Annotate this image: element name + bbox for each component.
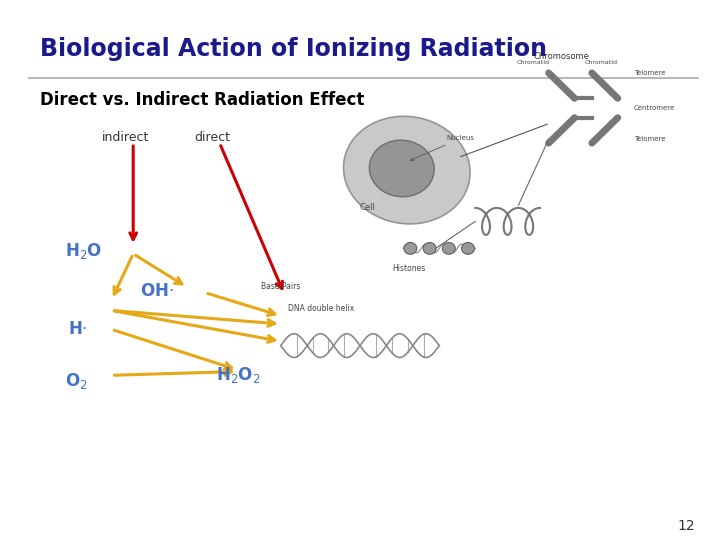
Text: OH$\cdot$: OH$\cdot$	[140, 281, 174, 300]
Text: 12: 12	[678, 519, 695, 534]
Text: Biological Action of Ionizing Radiation: Biological Action of Ionizing Radiation	[40, 37, 546, 60]
Text: Telomere: Telomere	[634, 136, 665, 143]
Text: H$\cdot$: H$\cdot$	[68, 320, 88, 339]
Ellipse shape	[404, 242, 417, 254]
Text: Direct vs. Indirect Radiation Effect: Direct vs. Indirect Radiation Effect	[40, 91, 364, 109]
Ellipse shape	[442, 242, 455, 254]
Text: Base Pairs: Base Pairs	[261, 282, 300, 291]
Text: Chromatid: Chromatid	[516, 59, 549, 65]
Text: H$_2$O: H$_2$O	[65, 241, 102, 261]
Text: Histones: Histones	[392, 264, 426, 273]
Text: Nucleus: Nucleus	[410, 136, 474, 161]
Text: Cell: Cell	[359, 204, 375, 212]
Text: indirect: indirect	[102, 131, 150, 144]
Text: Centromere: Centromere	[634, 105, 675, 111]
Ellipse shape	[343, 116, 470, 224]
Text: Chromosome: Chromosome	[534, 52, 590, 61]
Text: H$_2$O$_2$: H$_2$O$_2$	[216, 365, 261, 386]
Text: direct: direct	[194, 131, 230, 144]
Text: O$_2$: O$_2$	[65, 370, 87, 391]
Text: Chromatid: Chromatid	[585, 59, 618, 65]
Ellipse shape	[423, 242, 436, 254]
Ellipse shape	[369, 140, 434, 197]
Text: Telomere: Telomere	[634, 70, 665, 76]
Ellipse shape	[462, 242, 474, 254]
Text: DNA double helix: DNA double helix	[288, 305, 354, 313]
